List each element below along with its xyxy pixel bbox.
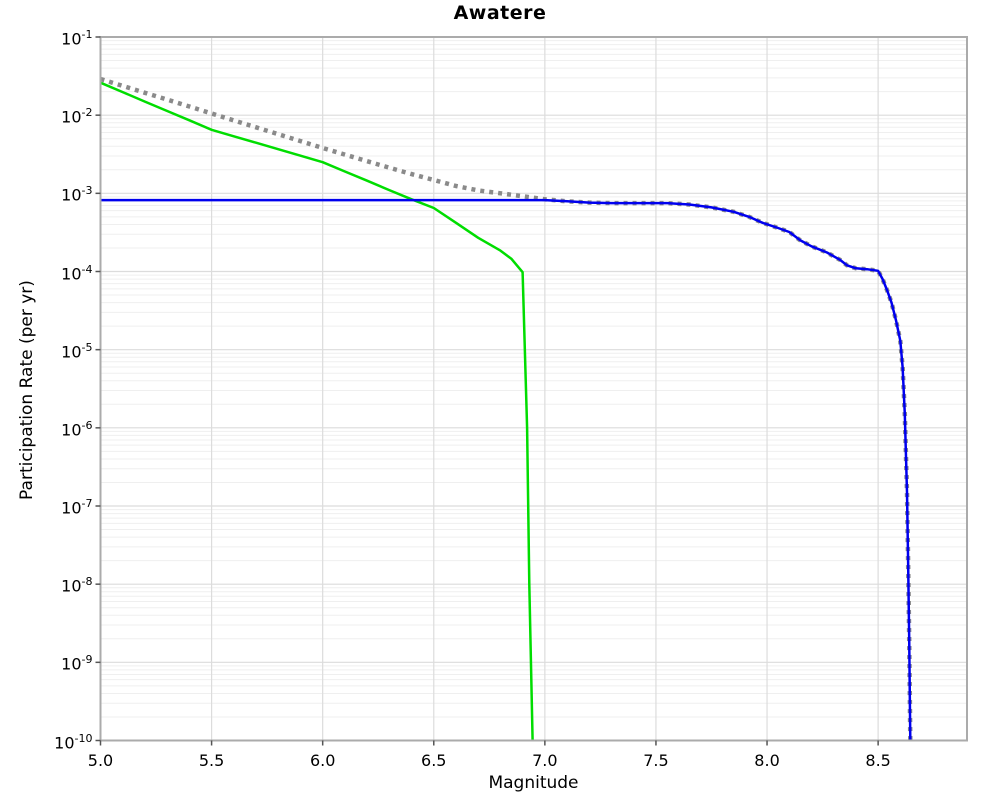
x-tick-label: 8.0 xyxy=(754,750,780,770)
y-tick-label: 10-9 xyxy=(61,653,93,674)
y-tick-label: 10-6 xyxy=(61,418,93,440)
series-sub-rate-green xyxy=(100,81,534,741)
chart-title: Awatere xyxy=(453,2,547,24)
x-tick-label: 5.5 xyxy=(198,750,225,770)
x-tick-label: 6.0 xyxy=(309,750,336,770)
x-tick-label: 6.5 xyxy=(421,750,447,770)
x-tick-label: 7.0 xyxy=(532,750,558,770)
series-supra-rate-blue xyxy=(100,198,912,741)
x-tick-label: 7.5 xyxy=(643,750,669,770)
plot-background xyxy=(100,37,967,741)
y-tick-label: 10-4 xyxy=(61,262,93,283)
plot-border xyxy=(99,36,968,742)
y-axis-label: Participation Rate (per yr) xyxy=(17,280,37,500)
y-tick-label: 10-1 xyxy=(61,28,93,49)
y-tick-label: 10-8 xyxy=(61,575,93,596)
x-axis-label: Magnitude xyxy=(488,773,579,793)
y-tick-label: 10-3 xyxy=(61,184,93,205)
y-tick-label: 10-7 xyxy=(61,497,93,518)
x-tick-label: 8.5 xyxy=(865,750,891,770)
y-tick-label: 10-2 xyxy=(61,106,93,127)
y-tick-label: 10-10 xyxy=(54,731,93,752)
y-tick-label: 10-5 xyxy=(61,340,93,361)
x-tick-label: 5.0 xyxy=(87,750,114,770)
